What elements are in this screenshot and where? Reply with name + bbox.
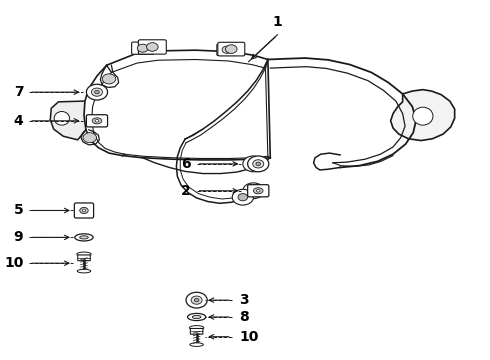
- Circle shape: [248, 187, 258, 194]
- Text: 1: 1: [272, 15, 282, 30]
- FancyBboxPatch shape: [217, 44, 237, 55]
- Circle shape: [222, 46, 232, 53]
- Text: 3: 3: [239, 293, 248, 307]
- Circle shape: [232, 189, 253, 205]
- Ellipse shape: [82, 209, 86, 212]
- Circle shape: [191, 296, 202, 304]
- FancyBboxPatch shape: [132, 42, 154, 54]
- Text: 6: 6: [181, 157, 191, 171]
- Ellipse shape: [75, 234, 93, 241]
- Circle shape: [243, 183, 264, 199]
- Ellipse shape: [77, 269, 91, 273]
- FancyBboxPatch shape: [190, 328, 203, 334]
- FancyBboxPatch shape: [138, 40, 166, 54]
- Text: 5: 5: [14, 203, 24, 217]
- Ellipse shape: [256, 189, 260, 192]
- Circle shape: [243, 156, 264, 172]
- Circle shape: [147, 42, 158, 51]
- Ellipse shape: [95, 120, 99, 122]
- FancyBboxPatch shape: [247, 185, 269, 197]
- Circle shape: [92, 88, 102, 96]
- Circle shape: [137, 44, 148, 52]
- Ellipse shape: [190, 343, 203, 346]
- Circle shape: [83, 133, 97, 143]
- Circle shape: [95, 90, 99, 94]
- Text: 4: 4: [14, 114, 24, 128]
- Circle shape: [248, 160, 258, 167]
- Ellipse shape: [54, 112, 70, 125]
- Circle shape: [86, 84, 108, 100]
- Ellipse shape: [413, 107, 433, 125]
- Ellipse shape: [80, 236, 88, 239]
- Ellipse shape: [188, 314, 206, 320]
- Circle shape: [247, 156, 269, 172]
- Circle shape: [256, 162, 261, 166]
- Text: 9: 9: [14, 230, 24, 244]
- FancyBboxPatch shape: [74, 203, 94, 218]
- Text: 7: 7: [14, 85, 24, 99]
- Ellipse shape: [80, 207, 88, 213]
- FancyBboxPatch shape: [86, 115, 108, 127]
- Text: 10: 10: [239, 330, 258, 344]
- Ellipse shape: [92, 118, 102, 124]
- Circle shape: [102, 74, 116, 84]
- Ellipse shape: [192, 315, 201, 319]
- FancyBboxPatch shape: [218, 42, 245, 56]
- Ellipse shape: [190, 325, 204, 330]
- Circle shape: [253, 160, 264, 168]
- Text: 10: 10: [4, 256, 24, 270]
- Polygon shape: [391, 90, 455, 140]
- Circle shape: [225, 45, 237, 53]
- Polygon shape: [50, 101, 86, 140]
- Ellipse shape: [253, 188, 263, 194]
- Circle shape: [238, 194, 247, 201]
- Circle shape: [186, 292, 207, 308]
- Circle shape: [195, 298, 199, 302]
- FancyBboxPatch shape: [78, 255, 90, 261]
- Ellipse shape: [77, 252, 91, 256]
- Text: 2: 2: [181, 184, 191, 198]
- Text: 8: 8: [239, 310, 249, 324]
